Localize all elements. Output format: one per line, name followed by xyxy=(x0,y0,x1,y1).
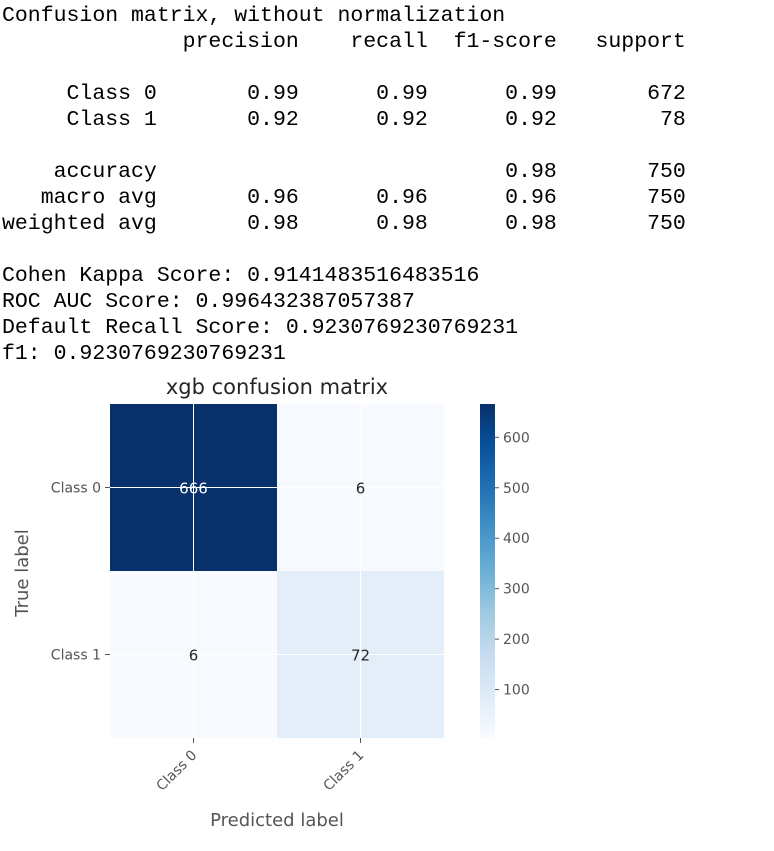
x-tick-label: Class 1 xyxy=(321,748,368,795)
report-line xyxy=(2,237,686,263)
colorbar-tick-label: 300 xyxy=(503,582,530,598)
cell-value-label: 6 xyxy=(356,480,366,498)
report-line: f1: 0.9230769230769231 xyxy=(2,342,286,366)
confusion-matrix-svg: xgb confusion matrix 666 66 72 Class 0 Clas… xyxy=(12,375,530,831)
colorbar-tick-label: 100 xyxy=(503,683,530,699)
y-tick-label: Class 1 xyxy=(51,648,101,664)
report-line: Class 1 0.92 0.92 0.92 78 xyxy=(2,108,686,132)
colorbar-tick-label: 600 xyxy=(503,430,530,446)
report-line: precision recall f1-score support xyxy=(2,30,686,54)
colorbar-tick-label: 400 xyxy=(503,531,530,547)
x-axis-label: Predicted label xyxy=(210,810,344,831)
report-line: macro avg 0.96 0.96 0.96 750 xyxy=(2,186,686,210)
confusion-matrix-chart: xgb confusion matrix 666 6 6 72 Class 0 Clas… xyxy=(0,370,774,846)
report-line: Class 0 0.99 0.99 0.99 672 xyxy=(2,82,686,106)
cell-value-label: 72 xyxy=(351,647,370,665)
cell-value-label: 6 xyxy=(189,647,199,665)
y-axis-label: True label xyxy=(12,529,33,618)
report-line: Default Recall Score: 0.9230769230769231 xyxy=(2,316,519,340)
y-tick-label: Class 0 xyxy=(51,481,101,497)
report-line: Cohen Kappa Score: 0.9141483516483516 xyxy=(2,264,480,288)
report-line xyxy=(2,55,686,81)
colorbar-tick-label: 200 xyxy=(503,632,530,648)
x-tick-label: Class 0 xyxy=(154,748,201,795)
report-line: Confusion matrix, without normalization xyxy=(2,4,506,28)
classification-report: Confusion matrix, without normalization … xyxy=(2,3,686,367)
report-line xyxy=(2,133,686,159)
chart-title: xgb confusion matrix xyxy=(166,375,388,399)
report-line: weighted avg 0.98 0.98 0.98 750 xyxy=(2,212,686,236)
report-line: ROC AUC Score: 0.996432387057387 xyxy=(2,290,415,314)
colorbar xyxy=(480,404,495,737)
cell-value-label: 666 xyxy=(179,480,208,498)
colorbar-tick-label: 500 xyxy=(503,481,530,497)
report-line: accuracy 0.98 750 xyxy=(2,160,686,184)
